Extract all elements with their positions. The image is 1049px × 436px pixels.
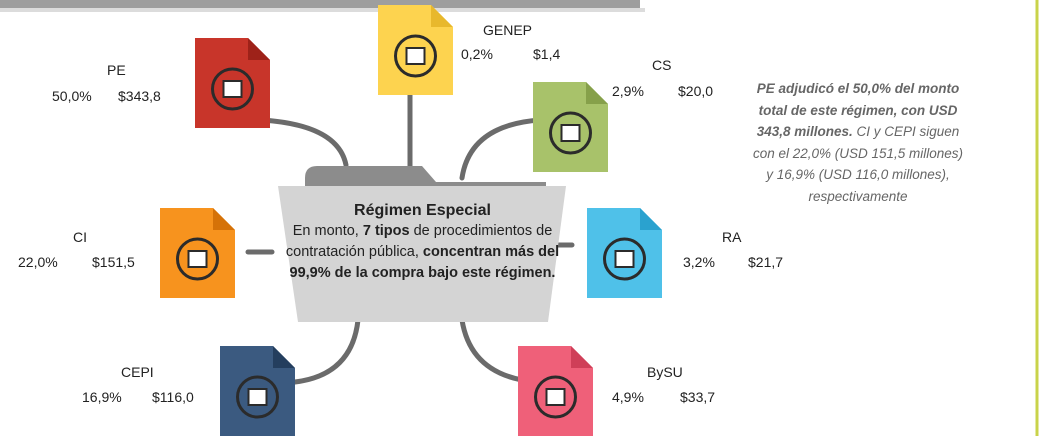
node-share: 16,9% xyxy=(82,389,122,405)
node-icon xyxy=(533,82,608,172)
node-amount: $151,5 xyxy=(92,254,135,270)
node-icon xyxy=(160,208,235,298)
top-bar-shadow xyxy=(0,8,645,12)
node-amount: $20,0 xyxy=(678,83,713,99)
icon-glyph xyxy=(249,389,267,405)
node-label: CEPI xyxy=(121,364,154,380)
node-amount: $21,7 xyxy=(748,254,783,270)
icon-glyph xyxy=(407,48,425,64)
icon-glyph xyxy=(224,81,242,97)
icon-glyph xyxy=(616,251,634,267)
doc-fold xyxy=(273,346,295,368)
center-title: Régimen Especial xyxy=(285,200,560,221)
node-amount: $1,4 xyxy=(533,46,560,62)
node-amount: $33,7 xyxy=(680,389,715,405)
node-share: 2,9% xyxy=(612,83,644,99)
node-share: 4,9% xyxy=(612,389,644,405)
top-bar xyxy=(0,0,640,8)
node-label: BySU xyxy=(647,364,683,380)
doc-fold xyxy=(640,208,662,230)
node-share: 0,2% xyxy=(461,46,493,62)
node-icon xyxy=(195,38,270,128)
icon-glyph xyxy=(562,125,580,141)
infographic: GENEP 0,2% $1,4 PE 50,0% $343,8 CS 2,9% $20,0 CI 2… xyxy=(0,0,1049,436)
node-label: PE xyxy=(107,62,126,78)
center-text-bold: 7 tipos xyxy=(363,223,410,239)
node-label: CS xyxy=(652,57,671,73)
node-share: 3,2% xyxy=(683,254,715,270)
icon-glyph xyxy=(189,251,207,267)
doc-fold xyxy=(248,38,270,60)
note: PE adjudicó el 50,0% del monto total de … xyxy=(752,78,964,207)
icon-glyph xyxy=(547,389,565,405)
center-text-part: En monto, xyxy=(293,223,363,239)
node-icon xyxy=(378,5,453,95)
node-icon xyxy=(587,208,662,298)
node-amount: $116,0 xyxy=(152,389,194,405)
node-icon xyxy=(518,346,593,436)
doc-fold xyxy=(586,82,608,104)
node-icon xyxy=(220,346,295,436)
node-share: 50,0% xyxy=(52,88,92,104)
node-amount: $343,8 xyxy=(118,88,161,104)
doc-fold xyxy=(213,208,235,230)
node-share: 22,0% xyxy=(18,254,58,270)
doc-fold xyxy=(571,346,593,368)
node-label: RA xyxy=(722,229,741,245)
node-label: GENEP xyxy=(483,22,532,38)
node-label: CI xyxy=(73,229,87,245)
